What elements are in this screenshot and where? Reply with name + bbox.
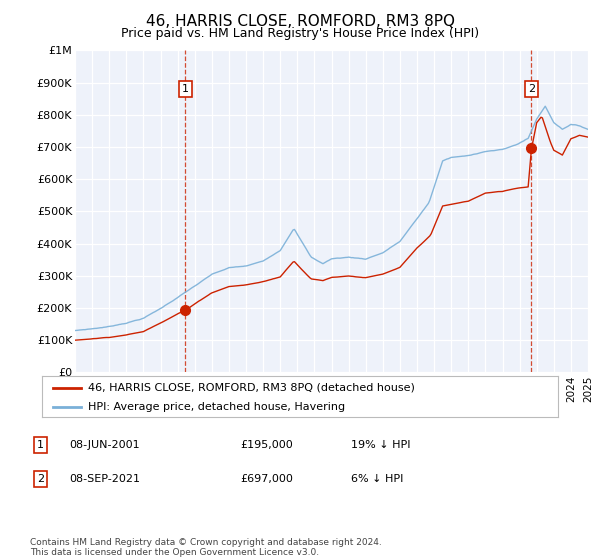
Text: 08-SEP-2021: 08-SEP-2021 (69, 474, 140, 484)
Text: £697,000: £697,000 (240, 474, 293, 484)
Text: £195,000: £195,000 (240, 440, 293, 450)
Text: 2: 2 (528, 84, 535, 94)
Text: 19% ↓ HPI: 19% ↓ HPI (351, 440, 410, 450)
Text: 6% ↓ HPI: 6% ↓ HPI (351, 474, 403, 484)
Text: 1: 1 (182, 84, 188, 94)
Text: 2: 2 (37, 474, 44, 484)
Text: 08-JUN-2001: 08-JUN-2001 (69, 440, 140, 450)
Text: 46, HARRIS CLOSE, ROMFORD, RM3 8PQ (detached house): 46, HARRIS CLOSE, ROMFORD, RM3 8PQ (deta… (88, 383, 415, 393)
Text: Contains HM Land Registry data © Crown copyright and database right 2024.
This d: Contains HM Land Registry data © Crown c… (30, 538, 382, 557)
Text: 1: 1 (37, 440, 44, 450)
Text: HPI: Average price, detached house, Havering: HPI: Average price, detached house, Have… (88, 402, 346, 412)
Text: Price paid vs. HM Land Registry's House Price Index (HPI): Price paid vs. HM Land Registry's House … (121, 27, 479, 40)
Text: 46, HARRIS CLOSE, ROMFORD, RM3 8PQ: 46, HARRIS CLOSE, ROMFORD, RM3 8PQ (146, 14, 455, 29)
